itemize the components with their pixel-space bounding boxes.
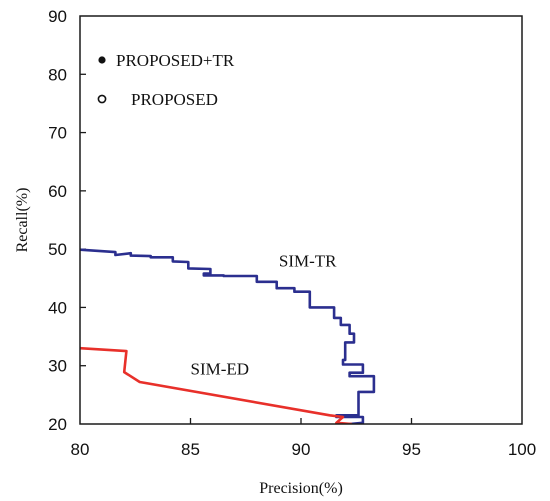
plot-area: [80, 248, 376, 424]
y-axis-title: Recall(%): [14, 188, 31, 253]
y-tick-label: 30: [48, 357, 67, 376]
tick-labels: 80 85 90 95 100 20 30 40 50 60 70 80 90: [48, 7, 536, 459]
annotation-sim-tr: SIM-TR: [279, 252, 337, 271]
legend-label-proposed: PROPOSED: [131, 90, 218, 109]
annotation-sim-ed: SIM-ED: [191, 359, 250, 378]
legend: PROPOSED+TR PROPOSED: [97, 51, 235, 109]
y-tick-label: 70: [48, 124, 67, 143]
series-line-sim-tr: [80, 248, 376, 424]
series-line-sim-ed: [80, 346, 352, 424]
plot-frame: [79, 15, 523, 425]
x-tick-label: 100: [508, 440, 536, 459]
legend-marker-open: [97, 94, 107, 104]
y-tick-label: 50: [48, 240, 67, 259]
y-tick-label: 40: [48, 298, 67, 317]
y-tick-label: 60: [48, 182, 67, 201]
y-tick-label: 20: [48, 415, 67, 434]
x-tick-label: 80: [71, 440, 90, 459]
x-axis-title: Precision(%): [259, 480, 343, 497]
y-tick-label: 90: [48, 7, 67, 26]
legend-label-proposed-tr: PROPOSED+TR: [116, 51, 235, 70]
x-tick-label: 95: [402, 440, 421, 459]
y-tick-label: 80: [48, 65, 67, 84]
x-tick-label: 90: [292, 440, 311, 459]
legend-marker-filled: [98, 56, 106, 64]
x-tick-label: 85: [181, 440, 200, 459]
